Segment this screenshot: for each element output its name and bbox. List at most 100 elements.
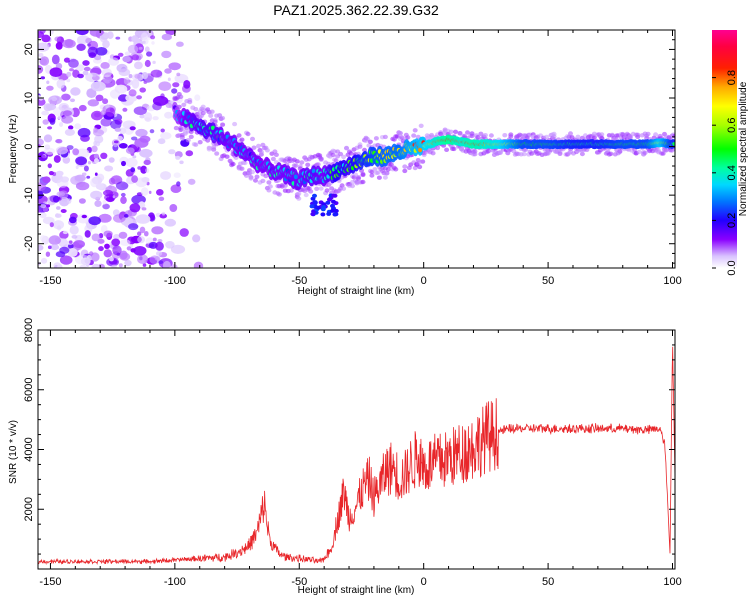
noise-blob xyxy=(90,190,103,200)
noise-blob xyxy=(61,115,74,124)
noise-blob xyxy=(94,55,102,61)
noise-blob xyxy=(42,176,51,184)
noise-blob xyxy=(176,41,184,47)
ridge-halo xyxy=(382,175,388,180)
noise-blob xyxy=(131,79,140,89)
ridge-halo xyxy=(635,132,641,137)
noise-blob xyxy=(187,178,196,185)
ridge-halo xyxy=(200,104,206,110)
ridge-halo xyxy=(276,192,282,197)
noise-blob xyxy=(131,35,139,43)
noise-blob xyxy=(68,58,79,68)
noise-blob xyxy=(50,244,60,251)
noise-blob xyxy=(152,102,162,111)
noise-blob xyxy=(38,209,41,213)
noise-blob xyxy=(148,190,152,194)
noise-blob xyxy=(38,244,44,251)
noise-blob xyxy=(109,89,120,99)
noise-blob xyxy=(75,165,79,170)
noise-blob xyxy=(160,93,165,99)
side-lobe xyxy=(332,212,338,217)
side-lobe xyxy=(325,200,331,205)
ridge-halo xyxy=(384,171,390,176)
noise-blob xyxy=(144,46,150,53)
ridge-halo xyxy=(338,151,344,157)
noise-blob xyxy=(75,181,90,191)
noise-blob xyxy=(100,152,108,159)
x-tick-label: -50 xyxy=(291,275,307,287)
x-tick-label: 100 xyxy=(663,576,681,588)
spectrogram-marks xyxy=(38,30,675,268)
noise-blob xyxy=(100,110,107,116)
noise-blob xyxy=(131,136,138,141)
noise-blob xyxy=(124,214,129,218)
side-lobe xyxy=(312,200,318,205)
noise-blob xyxy=(68,125,74,130)
y-tick-label: -20 xyxy=(23,236,35,252)
y-tick-label: 0 xyxy=(23,144,35,150)
noise-blob xyxy=(45,251,51,257)
noise-blob xyxy=(100,117,112,127)
noise-blob xyxy=(164,218,176,227)
noise-blob xyxy=(170,264,178,268)
noise-blob xyxy=(157,239,163,243)
noise-blob xyxy=(44,144,51,150)
noise-blob xyxy=(122,107,128,112)
ridge-halo xyxy=(544,134,550,140)
ridge-halo xyxy=(584,147,590,152)
noise-blob xyxy=(158,81,172,91)
noise-blob xyxy=(103,249,113,258)
ridge-core xyxy=(293,174,298,180)
noise-blob xyxy=(46,85,54,91)
side-lobe xyxy=(331,193,337,198)
x-tick-label: -100 xyxy=(164,275,186,287)
ridge-halo xyxy=(367,139,373,144)
ridge-halo xyxy=(230,161,236,167)
ridge-halo xyxy=(420,159,426,164)
noise-blob xyxy=(76,43,86,51)
noise-blob xyxy=(81,172,87,176)
ridge-halo xyxy=(245,131,251,137)
noise-blob xyxy=(55,146,68,155)
noise-blob xyxy=(43,134,53,143)
ridge-halo xyxy=(357,144,363,149)
ridge-halo xyxy=(568,131,573,136)
ridge-halo xyxy=(179,136,185,141)
noise-blob xyxy=(128,74,133,79)
ridge-halo xyxy=(187,99,193,105)
noise-blob xyxy=(91,145,98,153)
noise-blob xyxy=(152,60,156,64)
ridge-halo xyxy=(211,145,217,150)
noise-blob xyxy=(137,236,146,244)
ridge-halo xyxy=(451,146,457,152)
snr-xlabel: Height of straight line (km) xyxy=(298,585,415,596)
noise-blob xyxy=(161,50,172,59)
ridge-halo xyxy=(502,133,508,138)
x-tick-label: -150 xyxy=(39,576,61,588)
noise-blob xyxy=(95,183,105,190)
noise-blob xyxy=(142,263,147,267)
noise-blob xyxy=(108,57,120,66)
ridge-halo xyxy=(579,151,585,157)
ridge-halo xyxy=(350,183,355,189)
ridge-halo xyxy=(653,132,659,137)
x-tick-label: 50 xyxy=(542,275,554,287)
ridge-halo xyxy=(299,160,305,165)
noise-blob xyxy=(60,209,67,213)
noise-blob xyxy=(173,172,181,178)
colorbar-tick-label: 0.8 xyxy=(726,70,738,85)
ridge-halo xyxy=(303,192,309,198)
noise-blob xyxy=(54,36,61,42)
noise-blob xyxy=(155,241,164,251)
noise-blob xyxy=(61,93,71,101)
ridge-halo xyxy=(266,188,272,193)
noise-blob xyxy=(137,166,142,170)
ridge-halo xyxy=(402,168,408,174)
noise-blob xyxy=(77,73,84,79)
noise-blob xyxy=(39,154,46,160)
colorbar: 0.0 0.2 0.4 0.6 0.8 Normalized spectral ampl… xyxy=(712,30,749,276)
noise-blob xyxy=(40,76,45,80)
noise-blob xyxy=(135,214,151,224)
noise-blob xyxy=(114,127,122,132)
noise-blob xyxy=(84,258,91,264)
